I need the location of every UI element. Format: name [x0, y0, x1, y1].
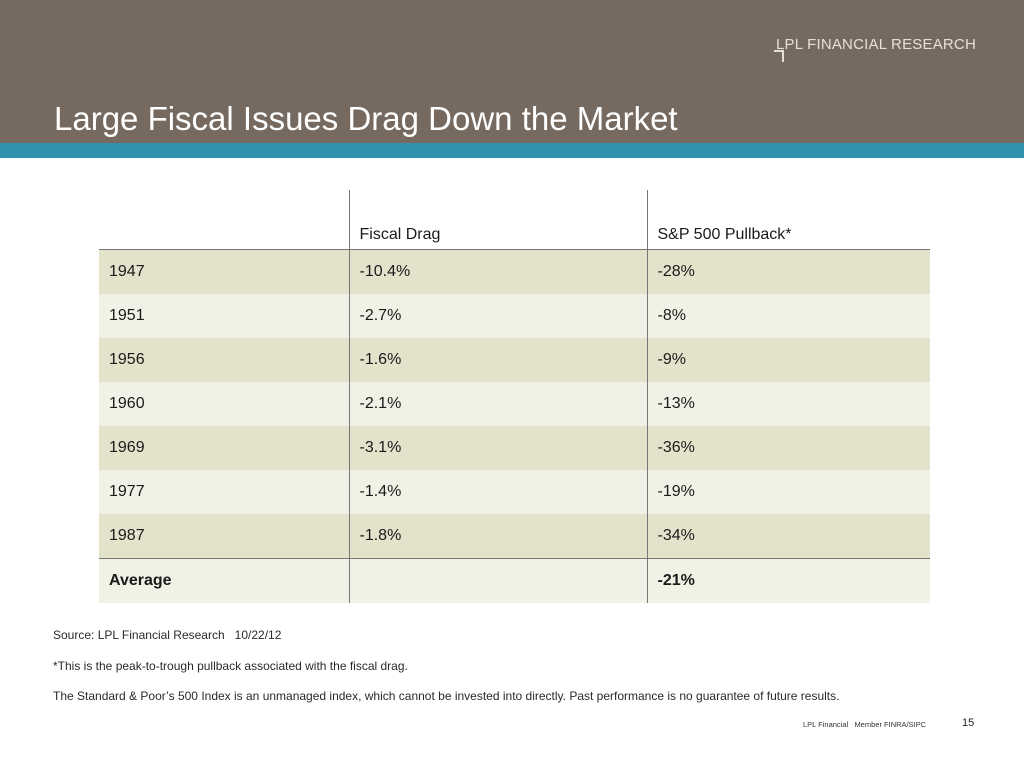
source-text: Source: LPL Financial Research [53, 628, 225, 642]
table-header-row: Fiscal Drag S&P 500 Pullback* [99, 190, 930, 250]
fiscal-drag-cell: -2.7% [348, 294, 647, 338]
source-note: Source: LPL Financial Research 10/22/12 [53, 628, 281, 642]
pullback-cell: -19% [646, 470, 930, 514]
footnote: *This is the peak-to-trough pullback ass… [53, 659, 408, 673]
year-cell: 1969 [99, 426, 349, 470]
year-cell: 1947 [99, 249, 349, 294]
table-row: 1969 -3.1% -36% [99, 426, 930, 470]
pullback-cell: -36% [646, 426, 930, 470]
pullback-cell: -13% [646, 382, 930, 426]
disclaimer: The Standard & Poor’s 500 Index is an un… [53, 689, 840, 703]
table-row: 1956 -1.6% -9% [99, 338, 930, 382]
footer-member: Member FINRA/SIPC [854, 720, 927, 729]
header-accent-stripe [0, 143, 1024, 158]
slide-title: Large Fiscal Issues Drag Down the Market [54, 100, 678, 137]
year-cell: 1977 [99, 470, 349, 514]
brand-name: LPL FINANCIAL RESEARCH [775, 36, 976, 53]
table-row: 1960 -2.1% -13% [99, 382, 930, 426]
page-number: 15 [962, 717, 975, 729]
fiscal-drag-cell: -3.1% [348, 426, 647, 470]
column-header-fiscal-drag: Fiscal Drag [348, 190, 647, 250]
average-fiscal-drag-cell [348, 558, 647, 603]
corner-bracket-icon [774, 46, 784, 62]
pullback-cell: -9% [646, 338, 930, 382]
pullback-cell: -8% [646, 294, 930, 338]
table-row: 1987 -1.8% -34% [99, 514, 930, 559]
fiscal-drag-cell: -1.8% [348, 514, 647, 559]
table-row: 1947 -10.4% -28% [99, 249, 930, 294]
fiscal-drag-cell: -1.6% [348, 338, 647, 382]
fiscal-drag-table: Fiscal Drag S&P 500 Pullback* 1947 -10.4… [99, 190, 930, 603]
table-row: 1977 -1.4% -19% [99, 470, 930, 514]
header-band [0, 0, 1024, 143]
fiscal-drag-cell: -2.1% [348, 382, 647, 426]
pullback-cell: -34% [646, 514, 930, 559]
table-row: 1951 -2.7% -8% [99, 294, 930, 338]
pullback-cell: -28% [646, 249, 930, 294]
source-date: 10/22/12 [234, 628, 282, 642]
average-row: Average -21% [99, 558, 930, 603]
fiscal-drag-cell: -10.4% [348, 249, 647, 294]
year-cell: 1956 [99, 338, 349, 382]
year-cell: 1987 [99, 514, 349, 559]
average-pullback-cell: -21% [646, 558, 930, 603]
year-cell: 1951 [99, 294, 349, 338]
column-header-sp500-pullback: S&P 500 Pullback* [646, 190, 930, 250]
average-label: Average [99, 558, 349, 603]
footer-company: LPL Financial Member FINRA/SIPC [803, 720, 926, 729]
footer-company-name: LPL Financial [803, 720, 849, 729]
year-cell: 1960 [99, 382, 349, 426]
fiscal-drag-cell: -1.4% [348, 470, 647, 514]
column-header-year [99, 190, 349, 250]
